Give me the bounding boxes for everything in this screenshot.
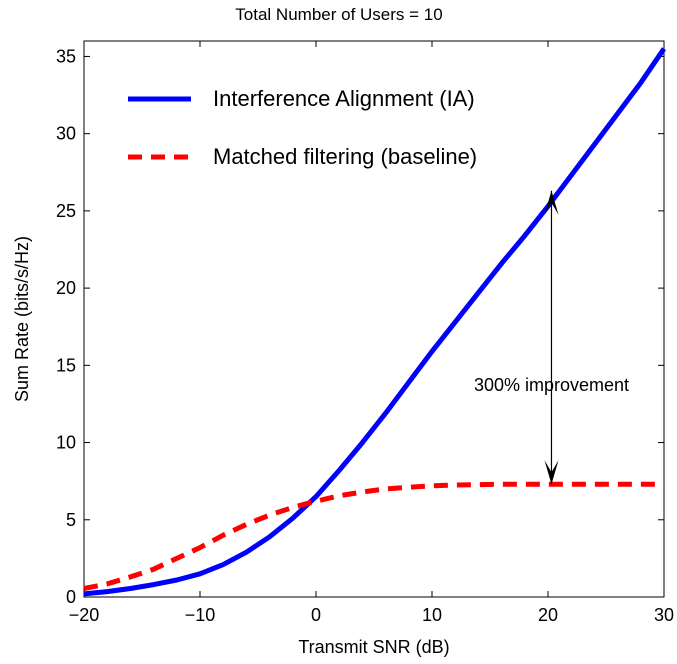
x-axis-label: Transmit SNR (dB) — [298, 637, 449, 657]
series-line-2 — [83, 481, 664, 591]
improvement-arrowhead-up — [544, 190, 559, 215]
y-tick-label: 20 — [56, 278, 76, 298]
y-tick-label: 25 — [56, 201, 76, 221]
chart-title: Total Number of Users = 10 — [235, 5, 442, 24]
x-tick-label: 10 — [422, 605, 442, 625]
plot-area — [83, 40, 665, 598]
series-line-1 — [83, 47, 667, 597]
y-tick-label: 30 — [56, 124, 76, 144]
legend-label-1: Interference Alignment (IA) — [213, 86, 475, 111]
x-tick-label: −20 — [69, 605, 100, 625]
y-tick-label: 10 — [56, 433, 76, 453]
improvement-label: 300% improvement — [474, 375, 629, 395]
y-tick-label: 15 — [56, 355, 76, 375]
series-lines — [83, 47, 667, 597]
x-tick-label: 30 — [654, 605, 674, 625]
legend: Interference Alignment (IA) Matched filte… — [128, 86, 477, 169]
y-tick-label: 35 — [56, 46, 76, 66]
legend-label-2: Matched filtering (baseline) — [213, 144, 477, 169]
x-tick-label: 0 — [311, 605, 321, 625]
y-tick-label: 5 — [66, 510, 76, 530]
y-tick-label: 0 — [66, 587, 76, 607]
x-tick-label: −10 — [185, 605, 216, 625]
axis-ticks: −20 −10 0 10 20 30 0 5 10 15 20 25 30 35 — [56, 41, 674, 625]
x-tick-label: 20 — [538, 605, 558, 625]
improvement-arrowhead-down — [544, 460, 559, 485]
y-axis-label: Sum Rate (bits/s/Hz) — [12, 236, 32, 402]
annotation-group: 300% improvement — [474, 190, 629, 485]
